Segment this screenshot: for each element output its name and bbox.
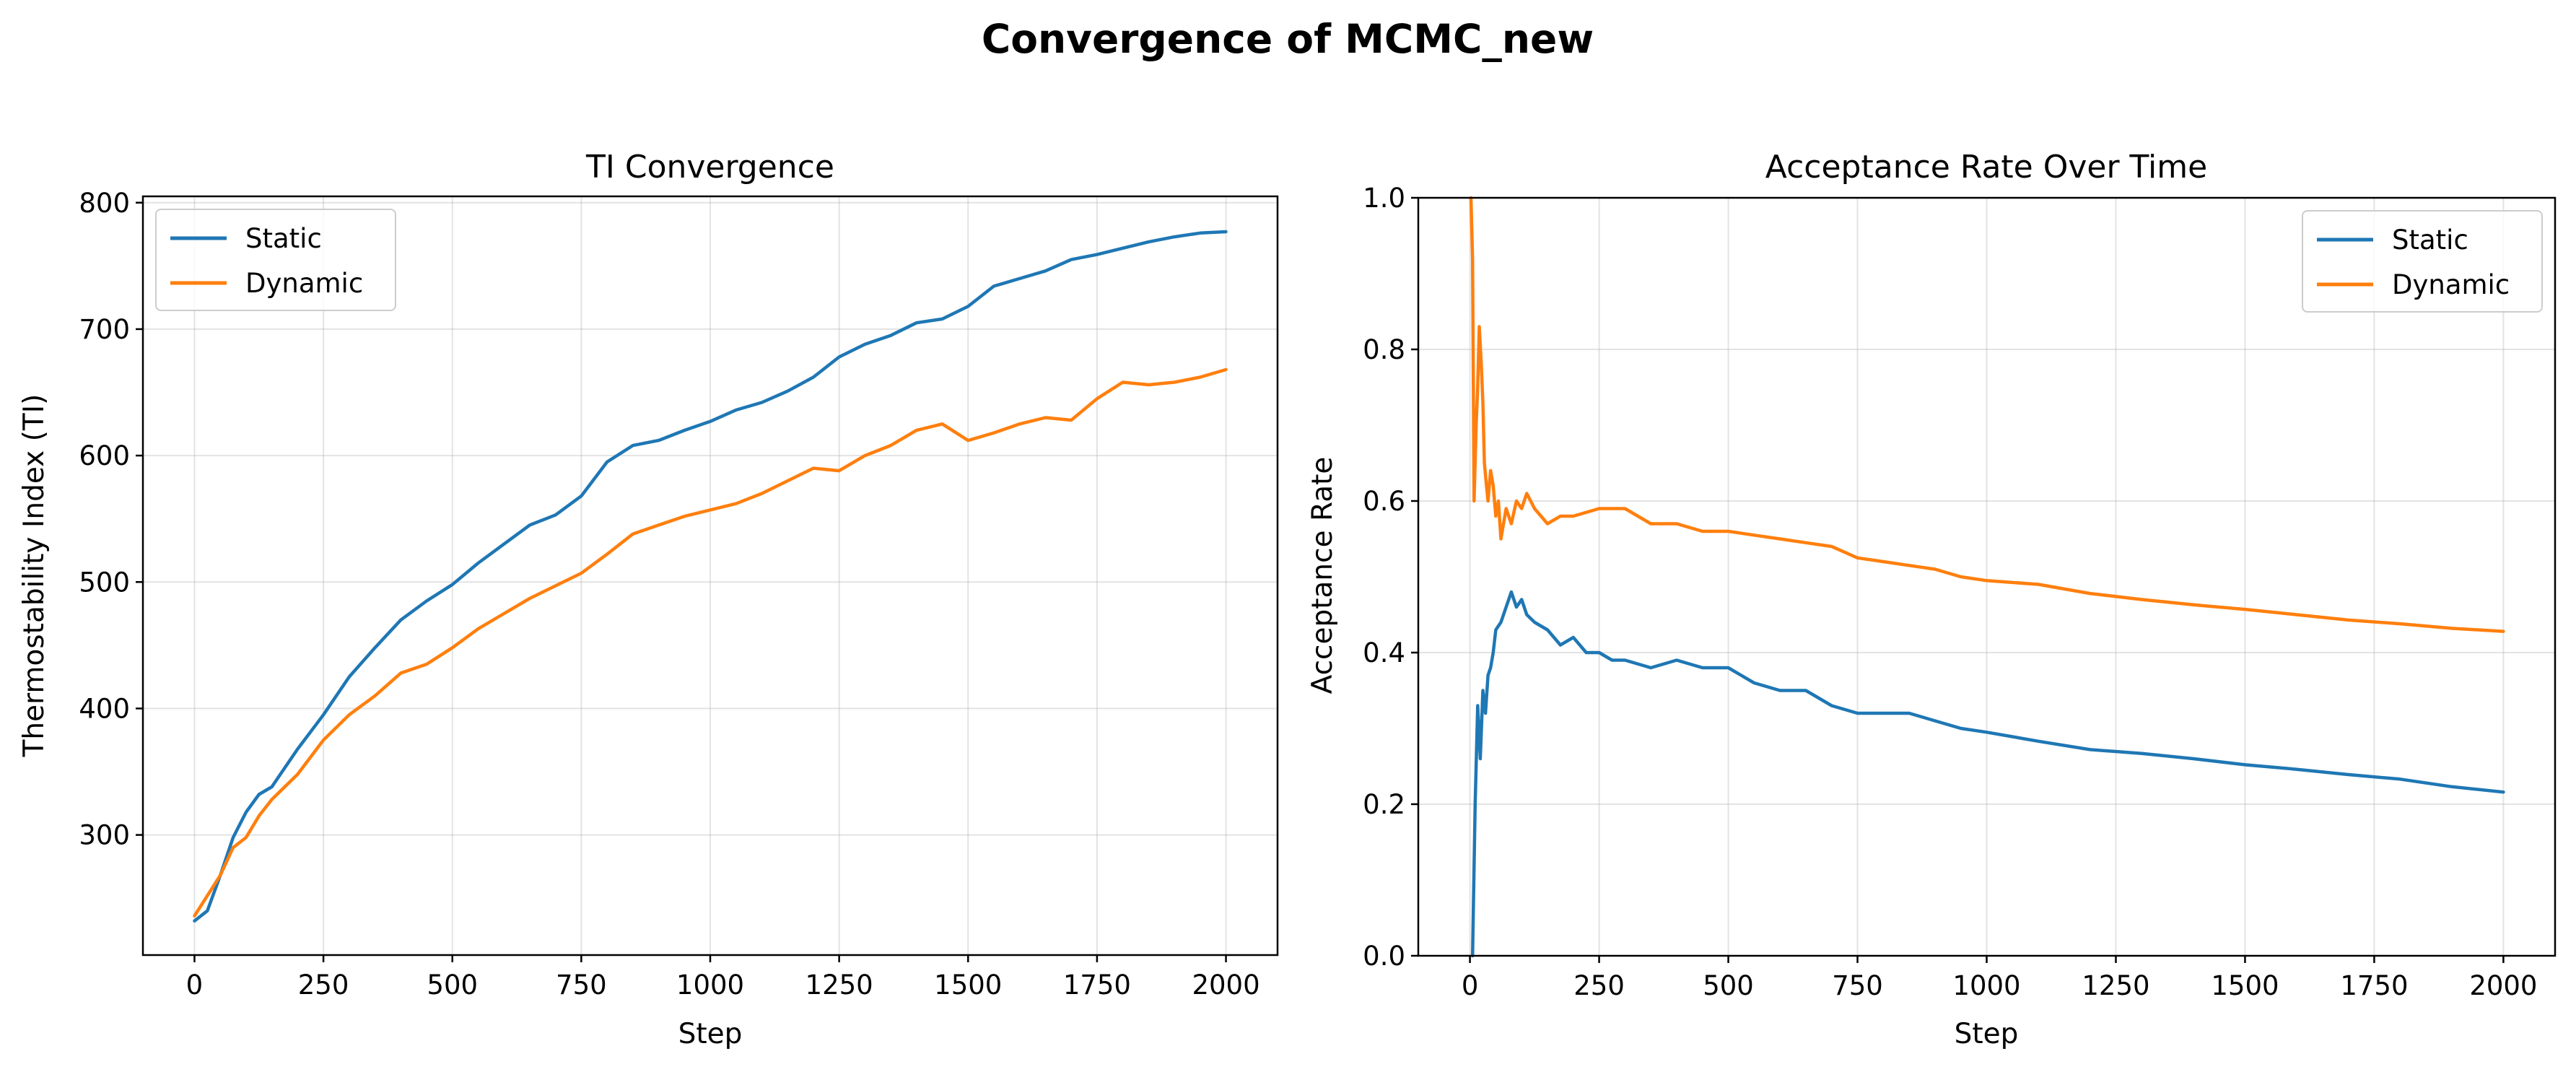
ti-y-tick-label: 500 <box>79 567 130 598</box>
ti-x-tick-label: 1250 <box>805 969 873 1001</box>
acceptance-y-tick-label: 1.0 <box>1363 183 1405 214</box>
acceptance-legend-label-static: Static <box>2392 225 2468 256</box>
acceptance-x-tick-label: 750 <box>1832 970 1883 1001</box>
acceptance-x-tick-label: 1000 <box>1952 970 2020 1001</box>
ti-x-tick-label: 250 <box>298 969 349 1001</box>
ti-x-tick-label: 1750 <box>1063 969 1131 1001</box>
acceptance-legend-box <box>2302 210 2543 313</box>
acceptance-rate-title: Acceptance Rate Over Time <box>1765 149 2207 186</box>
acceptance-rate-panel: Acceptance Rate Over Time 0 250 500 750 1000… <box>1306 149 2557 1050</box>
ti-convergence-title: TI Convergence <box>585 149 834 186</box>
acceptance-x-tick-label: 0 <box>1462 970 1479 1001</box>
ti-y-tick-label: 800 <box>79 188 130 219</box>
ti-legend-label-static: Static <box>245 223 322 254</box>
acceptance-series-static-line <box>1470 590 2505 958</box>
ti-x-axis-label: Step <box>678 1018 743 1050</box>
ti-grid <box>143 196 1278 955</box>
acceptance-y-axis-label: Acceptance Rate <box>1306 457 1339 694</box>
acceptance-legend: Static Dynamic <box>2302 210 2543 313</box>
acceptance-y-tick-label: 0.6 <box>1363 486 1405 517</box>
acceptance-ticks: 0 250 500 750 1000 1250 1500 1750 2000 0.0 0.2 0.4 0… <box>1363 183 2537 1001</box>
acceptance-y-tick-label: 0.4 <box>1363 637 1405 668</box>
ti-x-tick-label: 2000 <box>1192 969 1259 1001</box>
acceptance-x-tick-label: 500 <box>1703 970 1754 1001</box>
ti-x-tick-label: 0 <box>186 969 204 1001</box>
ti-x-tick-label: 750 <box>556 969 607 1001</box>
acceptance-x-tick-label: 1750 <box>2340 970 2408 1001</box>
ti-y-tick-label: 600 <box>79 440 130 471</box>
figure-title: Convergence of MCMC_new <box>982 16 1594 62</box>
ti-x-tick-label: 1000 <box>676 969 744 1001</box>
ti-series-static-line <box>193 230 1228 923</box>
acceptance-x-tick-label: 1250 <box>2082 970 2149 1001</box>
ti-y-tick-label: 400 <box>79 693 130 724</box>
ti-series-dynamic-line <box>193 367 1228 918</box>
ti-convergence-panel: TI Convergence 0 250 500 750 1000 1250 1500 175… <box>18 149 1279 1050</box>
acceptance-x-tick-label: 2000 <box>2469 970 2537 1001</box>
acceptance-x-tick-label: 250 <box>1573 970 1625 1001</box>
ti-y-tick-label: 700 <box>79 314 130 345</box>
ti-legend: Static Dynamic <box>155 209 396 311</box>
ti-legend-label-dynamic: Dynamic <box>245 268 363 299</box>
acceptance-y-tick-label: 0.0 <box>1363 941 1405 972</box>
acceptance-x-tick-label: 1500 <box>2211 970 2279 1001</box>
ti-y-tick-label: 300 <box>79 820 130 851</box>
ti-legend-box <box>155 209 396 311</box>
acceptance-legend-label-dynamic: Dynamic <box>2392 269 2510 300</box>
ti-ticks: 0 250 500 750 1000 1250 1500 1750 2000 300 400 500 6… <box>79 188 1259 1001</box>
acceptance-series-dynamic-line <box>1469 196 2505 633</box>
ti-series-layer <box>193 230 1228 923</box>
acceptance-y-tick-label: 0.2 <box>1363 789 1405 820</box>
ti-x-tick-label: 500 <box>427 969 478 1001</box>
ti-y-axis-label: Thermostability Index (TI) <box>18 394 51 758</box>
acceptance-y-tick-label: 0.8 <box>1363 334 1405 365</box>
acceptance-x-axis-label: Step <box>1955 1018 2019 1050</box>
ti-x-tick-label: 1500 <box>934 969 1002 1001</box>
acceptance-series-layer <box>1469 196 2505 958</box>
